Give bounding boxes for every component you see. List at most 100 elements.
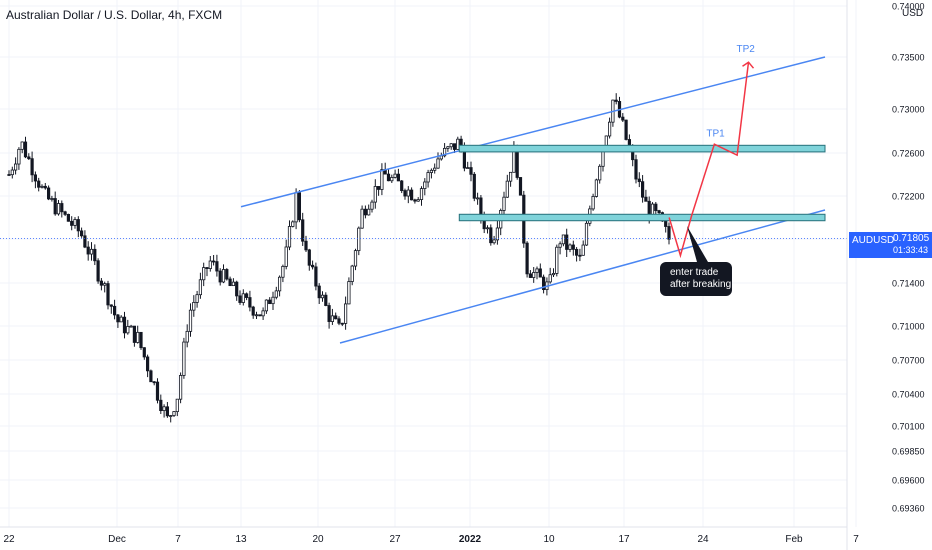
candle-66 bbox=[225, 268, 229, 281]
candle-63 bbox=[215, 254, 219, 277]
candle-113 bbox=[380, 163, 384, 196]
candle-148 bbox=[495, 220, 500, 245]
trend-line-0[interactable] bbox=[240, 56, 826, 208]
candle-59 bbox=[202, 262, 206, 287]
candle-78 bbox=[264, 299, 269, 314]
candle-72 bbox=[244, 292, 249, 301]
x-tick-label-9: 24 bbox=[697, 534, 709, 545]
candle-29 bbox=[103, 281, 107, 293]
candle-141 bbox=[472, 172, 476, 202]
candle-38 bbox=[132, 325, 136, 347]
candle-7 bbox=[30, 151, 34, 183]
candle-60 bbox=[205, 266, 209, 277]
candle-101 bbox=[340, 322, 344, 327]
projection-path[interactable]: TP1 TP2 bbox=[668, 44, 755, 262]
candle-1 bbox=[10, 166, 14, 179]
candle-62 bbox=[211, 254, 216, 266]
candle-130 bbox=[436, 152, 440, 169]
candle-160 bbox=[535, 266, 539, 280]
projection-line[interactable] bbox=[668, 62, 750, 259]
y-tick-label-9: 0.70400 bbox=[892, 390, 925, 400]
zone-1[interactable] bbox=[458, 213, 826, 222]
candle-19 bbox=[70, 216, 74, 231]
candle-44 bbox=[152, 381, 156, 386]
candle-108 bbox=[363, 205, 368, 219]
x-tick-label-0: 22 bbox=[3, 534, 15, 545]
candle-152 bbox=[508, 171, 513, 187]
candle-34 bbox=[119, 315, 123, 323]
candle-183 bbox=[611, 99, 615, 127]
candle-24 bbox=[86, 241, 90, 261]
candle-103 bbox=[347, 277, 351, 305]
candle-120 bbox=[403, 188, 407, 200]
y-tick-label-13: 0.69360 bbox=[892, 504, 925, 514]
candle-166 bbox=[555, 244, 559, 277]
candle-133 bbox=[446, 145, 450, 152]
candle-147 bbox=[492, 235, 496, 245]
candle-142 bbox=[475, 192, 480, 205]
candle-165 bbox=[551, 268, 556, 277]
candle-102 bbox=[343, 296, 348, 330]
candle-64 bbox=[218, 268, 222, 286]
candle-8 bbox=[33, 171, 38, 189]
candle-99 bbox=[334, 312, 338, 320]
y-axis[interactable]: 0.740000.735000.730000.726000.722000.718… bbox=[892, 2, 925, 514]
candle-168 bbox=[561, 234, 566, 247]
trend-lines[interactable] bbox=[240, 56, 826, 344]
candle-26 bbox=[93, 244, 97, 266]
candle-197 bbox=[657, 209, 661, 215]
candle-37 bbox=[129, 324, 133, 328]
candle-111 bbox=[373, 179, 377, 209]
candle-155 bbox=[518, 177, 523, 196]
candle-14 bbox=[53, 191, 57, 216]
candle-112 bbox=[376, 186, 381, 196]
candle-192 bbox=[641, 175, 645, 203]
candle-57 bbox=[195, 290, 199, 308]
candle-186 bbox=[621, 113, 625, 122]
trend-line-1[interactable] bbox=[339, 209, 826, 344]
candle-126 bbox=[423, 178, 427, 196]
y-tick-label-2: 0.73000 bbox=[892, 105, 925, 115]
candle-16 bbox=[60, 200, 64, 218]
trade-note-callout[interactable]: enter trade after breaking bbox=[660, 262, 732, 296]
x-axis[interactable]: 22 Dec 7 13 20 27 2022 10 17 24 Feb 7 bbox=[3, 534, 859, 545]
candle-82 bbox=[277, 275, 282, 297]
candle-191 bbox=[637, 172, 641, 188]
zones[interactable] bbox=[458, 144, 826, 222]
candle-23 bbox=[83, 230, 87, 249]
candle-51 bbox=[175, 398, 179, 417]
x-tick-label-5: 27 bbox=[389, 534, 401, 545]
candle-89 bbox=[301, 212, 305, 246]
candle-107 bbox=[360, 205, 364, 229]
candle-55 bbox=[188, 303, 193, 337]
candle-140 bbox=[469, 161, 473, 182]
x-tick-label-3: 13 bbox=[235, 534, 247, 545]
candle-128 bbox=[429, 168, 434, 179]
candle-76 bbox=[258, 314, 262, 317]
candle-122 bbox=[409, 187, 414, 201]
y-tick-label-3: 0.72600 bbox=[892, 149, 925, 159]
candle-54 bbox=[185, 324, 189, 348]
candle-182 bbox=[608, 117, 612, 139]
candle-98 bbox=[330, 308, 335, 325]
candle-158 bbox=[528, 270, 533, 278]
x-tick-label-7: 10 bbox=[543, 534, 555, 545]
candle-71 bbox=[241, 289, 245, 306]
candle-151 bbox=[505, 174, 509, 198]
candle-184 bbox=[614, 93, 618, 105]
zone-0[interactable] bbox=[458, 144, 826, 153]
candle-65 bbox=[221, 264, 226, 284]
candle-173 bbox=[578, 248, 582, 262]
candle-45 bbox=[155, 378, 160, 404]
candle-70 bbox=[238, 290, 242, 305]
candle-68 bbox=[231, 278, 235, 287]
candle-185 bbox=[617, 96, 622, 119]
candle-25 bbox=[89, 242, 94, 261]
candle-74 bbox=[251, 305, 255, 319]
chart-grid bbox=[0, 0, 857, 527]
candle-167 bbox=[558, 241, 562, 255]
candle-164 bbox=[548, 267, 552, 284]
candle-161 bbox=[538, 263, 542, 278]
candle-33 bbox=[116, 313, 120, 328]
